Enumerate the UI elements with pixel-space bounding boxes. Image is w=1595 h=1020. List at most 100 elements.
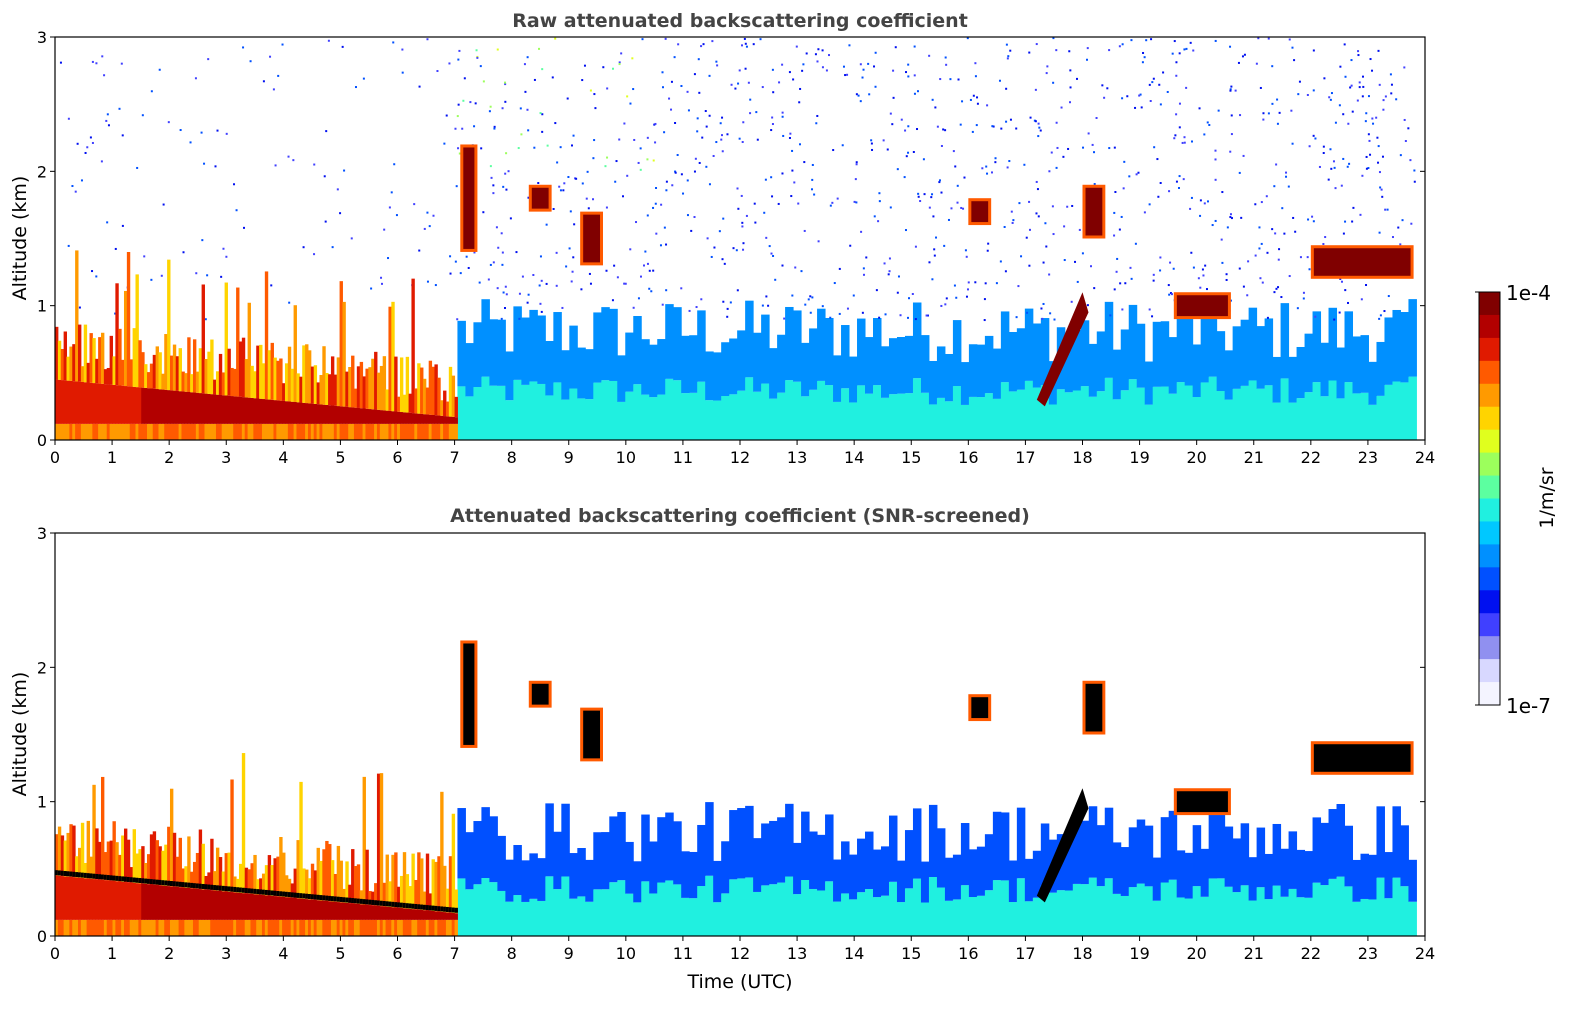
aerosol-cell [215,847,220,891]
aerosol-cell [336,845,341,903]
noise-speckle [1314,315,1317,318]
aerosol-cell [428,423,433,440]
noise-speckle [828,54,831,57]
aerosol-cell [293,402,297,424]
backscatter-cell [761,314,770,384]
noise-speckle [742,248,745,251]
backscatter-cell [904,393,914,440]
aerosol-cell [270,342,274,400]
noise-speckle [1162,71,1165,74]
noise-speckle [722,217,725,220]
backscatter-cell [705,351,714,401]
noise-speckle [1312,220,1315,223]
noise-speckle [949,78,952,81]
colorbar-step [1479,475,1500,500]
noise-speckle [1045,72,1048,75]
noise-speckle [1357,50,1360,53]
noise-speckle [612,67,615,70]
aerosol-cell [164,334,168,390]
saturated-cell [57,870,62,876]
noise-speckle [1189,41,1192,44]
backscatter-cell [505,859,514,902]
saturated-cell [259,889,263,895]
aerosol-cell [198,423,203,440]
noise-speckle [1390,83,1393,86]
noise-speckle [195,272,198,275]
backscatter-cell [984,834,994,891]
noise-speckle [821,66,824,69]
noise-speckle [1262,118,1265,121]
noise-speckle [95,62,98,65]
aerosol-cell [445,401,450,417]
noise-speckle [698,91,701,94]
noise-speckle [313,253,316,256]
noise-speckle [1028,264,1031,267]
aerosol-cell [411,278,415,414]
aerosol-cell [428,910,433,920]
aerosol-cell [250,919,254,936]
aerosol-cell [250,893,254,920]
backscatter-cell [1096,391,1106,440]
noise-speckle [1387,295,1390,298]
noise-speckle [884,313,887,316]
noise-speckle [726,133,729,136]
aerosol-cell [448,366,453,417]
noise-speckle [1379,186,1382,189]
backscatter-cell [697,381,706,440]
aerosol-cell [267,399,272,424]
noise-speckle [559,146,562,149]
noise-speckle [1382,99,1385,102]
noise-speckle [1276,122,1279,125]
backscatter-cell [721,396,730,440]
aerosol-cell [276,856,280,897]
noise-speckle [1203,133,1206,136]
colorbar-frame [1478,291,1501,706]
noise-speckle [701,136,704,139]
aerosol-cell [299,376,303,403]
noise-speckle [682,192,685,195]
x-tick-label: 9 [564,448,574,467]
aerosol-cell [155,919,159,936]
noise-speckle [1039,129,1042,132]
noise-speckle [860,230,863,233]
noise-speckle [350,237,353,240]
noise-speckle [975,124,978,127]
noise-speckle [150,90,153,93]
aerosol-cell [184,373,188,392]
noise-speckle [889,206,892,209]
aerosol-cell [198,348,203,394]
noise-speckle [1410,222,1413,225]
noise-speckle [791,169,794,172]
noise-speckle [1121,43,1124,46]
saturated-cell [414,903,418,909]
backscatter-cell [601,889,610,936]
x-tick-label: 24 [1415,944,1435,963]
saturated-cell [379,900,384,906]
backscatter-cell [585,901,594,936]
backscatter-cell [569,853,578,899]
aerosol-cell [187,919,191,936]
noise-speckle [1177,186,1180,189]
noise-speckle [765,236,768,239]
aerosol-cell [296,373,300,403]
saturated-cell [86,873,90,879]
noise-speckle [1214,149,1217,152]
aerosol-cell [313,365,318,404]
aerosol-cell [175,356,180,391]
aerosol-cell [417,423,421,440]
noise-speckle [76,142,79,145]
noise-speckle [1122,187,1125,190]
noise-speckle [325,130,328,133]
noise-speckle [737,82,740,85]
aerosol-cell [63,840,67,877]
noise-speckle [809,311,812,314]
aerosol-cell [365,368,369,409]
noise-speckle [524,90,527,93]
noise-speckle [906,316,909,319]
noise-speckle [894,46,897,49]
noise-speckle [1178,175,1181,178]
x-tick-label: 17 [1015,944,1035,963]
saturated-cell [190,882,194,888]
noise-speckle [1296,307,1299,310]
aerosol-cell [69,423,73,440]
